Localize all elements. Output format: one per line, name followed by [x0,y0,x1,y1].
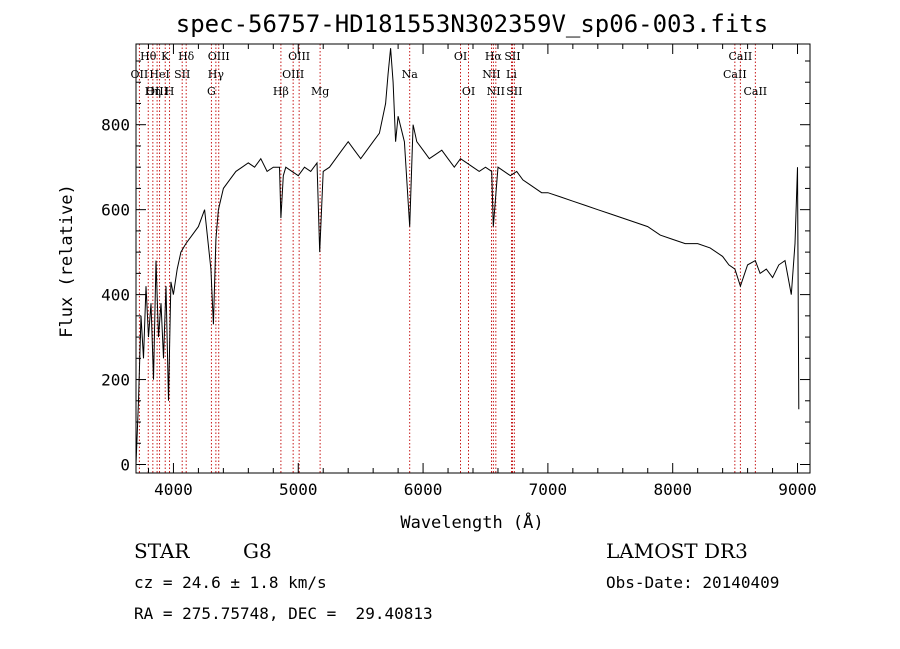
x-axis-label: Wavelength (Å) [400,511,543,533]
line-label-19: Hα [485,50,503,63]
line-label-27: CaII [743,85,767,98]
x-tick-label: 7000 [529,480,568,499]
line-label-13: OIII [282,68,304,81]
line-label-9: OIII [208,50,230,63]
line-label-16: Na [402,68,419,81]
y-tick-label: 200 [101,371,130,390]
line-label-18: OI [462,85,475,98]
line-label-1: OII [131,68,149,81]
line-label-2: OIII [146,85,168,98]
x-axis-ticks: 4000 5000 6000 7000 8000 9000 [147,44,817,499]
line-label-21: NII [487,85,505,98]
plot-frame [135,43,811,474]
observation-date: Obs-Date: 20140409 [606,573,779,592]
line-label-20: NII [482,68,500,81]
y-tick-label: 600 [101,201,130,220]
line-label-22: SII [504,50,520,63]
y-tick-label: 0 [120,456,130,475]
x-tick-label: 9000 [778,480,817,499]
line-label-6: H [165,85,175,98]
flux-series-line [135,48,800,465]
line-label-7: SII [174,68,190,81]
spectral-line-markers [138,44,756,473]
y-tick-label: 400 [101,286,130,305]
line-label-23: Li [506,68,517,81]
x-tick-label: 5000 [279,480,318,499]
line-label-15: Mg [311,85,329,98]
line-label-8: Hδ [178,50,195,63]
line-label-12: Hβ [273,85,289,98]
line-label-4: HeI [149,68,169,81]
y-axis-ticks: 0 200 400 600 800 [101,60,810,475]
chart-title: spec-56757-HD181553N302359V_sp06-003.fit… [176,10,768,38]
x-tick-label: 8000 [653,480,692,499]
object-subclass: G8 [243,539,272,563]
line-label-24: SII [506,85,522,98]
survey-name: LAMOST DR3 [606,539,748,563]
line-label-11: G [207,85,216,98]
line-label-10: Hγ [208,68,225,81]
line-label-26: CaII [723,68,747,81]
redshift-info: cz = 24.6 ± 1.8 km/s [134,573,327,592]
line-label-14: OIII [288,50,310,63]
object-class: STAR [134,539,190,563]
line-label-3: K [161,50,170,63]
y-tick-label: 800 [101,116,130,135]
y-axis-label: Flux (relative) [57,184,77,338]
coordinates-info: RA = 275.75748, DEC = 29.40813 [134,604,433,623]
line-label-0: Hθ [140,50,157,63]
spectral-line-labels: Hθ OII OIII K HeI Hη H SII Hδ OIII Hγ G Hβ OIII OIII Mg… [131,50,768,98]
line-label-5: Hη [145,85,161,98]
x-tick-label: 4000 [154,480,193,499]
line-label-17: OI [454,50,467,63]
line-label-25: CaII [729,50,753,63]
x-tick-label: 6000 [404,480,443,499]
